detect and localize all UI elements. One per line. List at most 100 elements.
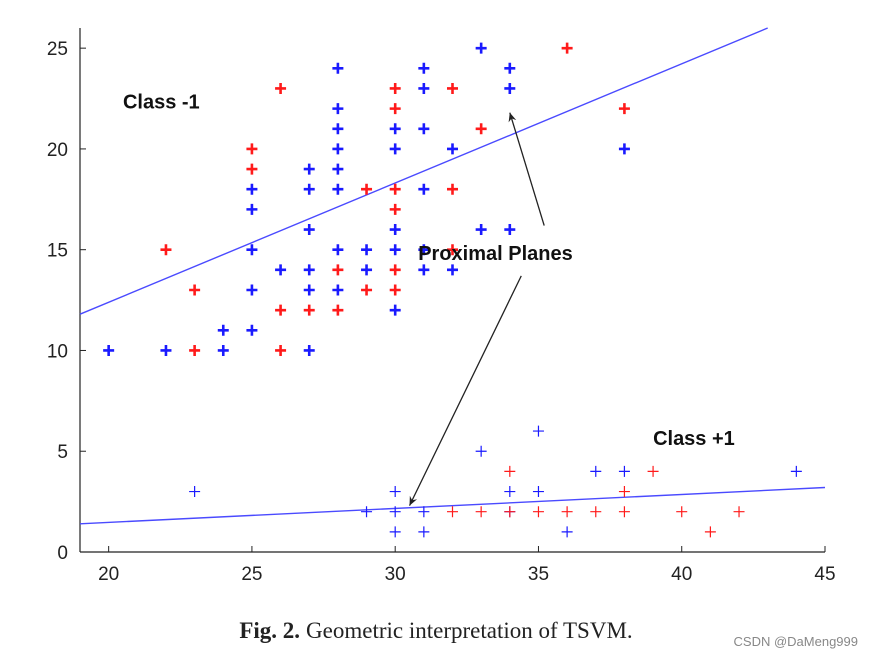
y-tick-label: 0 — [57, 543, 68, 564]
data-point-plus-marker — [303, 344, 315, 356]
proximal-plane-line — [79, 486, 826, 525]
data-point-plus-marker — [160, 244, 172, 256]
data-point-plus-marker — [275, 304, 287, 316]
data-point-plus-marker — [647, 465, 659, 477]
data-point-plus-marker — [418, 62, 430, 74]
data-point-plus-marker — [504, 224, 516, 236]
data-point-plus-marker — [332, 143, 344, 155]
data-point-plus-marker — [590, 506, 602, 518]
data-point-plus-marker — [332, 62, 344, 74]
data-point-plus-marker — [418, 264, 430, 276]
data-point-plus-marker — [447, 143, 458, 155]
data-point-plus-marker — [332, 264, 344, 276]
data-point-plus-marker — [246, 203, 258, 215]
data-point-plus-marker — [332, 244, 344, 256]
x-tick-label: 25 — [241, 564, 262, 585]
data-point-plus-marker — [332, 163, 344, 175]
data-point-plus-marker — [561, 42, 573, 54]
data-point-plus-marker — [361, 264, 373, 276]
data-point-plus-marker — [447, 506, 458, 518]
annotation-arrow — [508, 112, 545, 226]
data-point-plus-marker — [103, 344, 115, 356]
data-point-plus-marker — [303, 304, 315, 316]
data-points — [103, 42, 802, 538]
data-point-plus-marker — [275, 82, 287, 94]
x-tick-label: 20 — [98, 564, 119, 585]
data-point-plus-marker — [475, 506, 487, 518]
data-point-plus-marker — [389, 304, 401, 316]
data-point-plus-marker — [217, 324, 229, 336]
data-point-plus-marker — [475, 445, 487, 457]
data-point-plus-marker — [389, 203, 401, 215]
data-point-plus-marker — [389, 284, 401, 296]
data-point-plus-marker — [733, 506, 745, 518]
data-point-plus-marker — [590, 465, 602, 477]
x-tick-label: 45 — [814, 564, 835, 585]
data-point-plus-marker — [332, 183, 344, 195]
data-point-plus-marker — [361, 244, 373, 256]
data-point-plus-marker — [303, 183, 315, 195]
data-point-plus-marker — [618, 486, 630, 498]
y-tick-label: 20 — [47, 140, 68, 161]
annotations: Class -1 Class +1 Proximal Planes — [123, 92, 735, 506]
data-point-plus-marker — [618, 103, 630, 115]
data-point-plus-marker — [246, 244, 258, 256]
data-point-plus-marker — [475, 224, 487, 236]
data-point-plus-marker — [389, 82, 401, 94]
data-point-plus-marker — [418, 183, 430, 195]
data-point-plus-marker — [447, 244, 458, 256]
data-point-plus-marker — [275, 264, 287, 276]
data-point-plus-marker — [389, 486, 401, 498]
data-point-plus-marker — [246, 183, 258, 195]
data-point-plus-marker — [475, 123, 487, 135]
data-point-plus-marker — [303, 224, 315, 236]
proximal-plane-lines — [79, 27, 826, 525]
data-point-plus-marker — [389, 224, 401, 236]
data-point-plus-marker — [504, 486, 516, 498]
data-point-plus-marker — [447, 264, 458, 276]
figure-caption: Fig. 2. Geometric interpretation of TSVM. — [0, 618, 872, 644]
data-point-plus-marker — [389, 244, 401, 256]
data-point-plus-marker — [447, 82, 458, 94]
y-tick-label: 10 — [47, 341, 68, 362]
data-point-plus-marker — [361, 506, 373, 518]
data-point-plus-marker — [246, 284, 258, 296]
data-point-plus-marker — [618, 465, 630, 477]
data-point-plus-marker — [561, 526, 573, 538]
data-point-plus-marker — [332, 304, 344, 316]
data-point-plus-marker — [361, 284, 373, 296]
class-pos-label: Class +1 — [653, 428, 735, 450]
data-point-plus-marker — [618, 506, 630, 518]
data-point-plus-marker — [418, 244, 430, 256]
data-point-plus-marker — [418, 82, 430, 94]
data-point-plus-marker — [561, 506, 573, 518]
data-point-plus-marker — [418, 526, 430, 538]
data-point-plus-marker — [532, 425, 544, 437]
data-point-plus-marker — [418, 123, 430, 135]
data-point-plus-marker — [332, 123, 344, 135]
y-tick-label: 25 — [47, 39, 68, 60]
data-point-plus-marker — [504, 82, 516, 94]
data-point-plus-marker — [332, 284, 344, 296]
axes: 20 25 30 35 40 45 0 5 10 15 20 25 — [47, 28, 836, 585]
x-tick-label: 35 — [528, 564, 549, 585]
data-point-plus-marker — [303, 284, 315, 296]
data-point-plus-marker — [504, 465, 516, 477]
data-point-plus-marker — [418, 506, 430, 518]
figure-caption-text: Geometric interpretation of TSVM. — [306, 618, 633, 643]
data-point-plus-marker — [790, 465, 802, 477]
data-point-plus-marker — [246, 163, 258, 175]
proximal-planes-label: Proximal Planes — [418, 243, 573, 265]
data-point-plus-marker — [189, 344, 201, 356]
y-tick-label: 5 — [57, 442, 68, 463]
data-point-plus-marker — [246, 143, 258, 155]
data-point-plus-marker — [389, 183, 401, 195]
data-point-plus-marker — [504, 506, 516, 518]
data-point-plus-marker — [332, 103, 344, 115]
data-point-plus-marker — [361, 183, 373, 195]
data-point-plus-marker — [389, 506, 401, 518]
x-tick-label: 30 — [385, 564, 406, 585]
figure-number: Fig. 2. — [239, 618, 301, 643]
data-point-plus-marker — [704, 526, 716, 538]
